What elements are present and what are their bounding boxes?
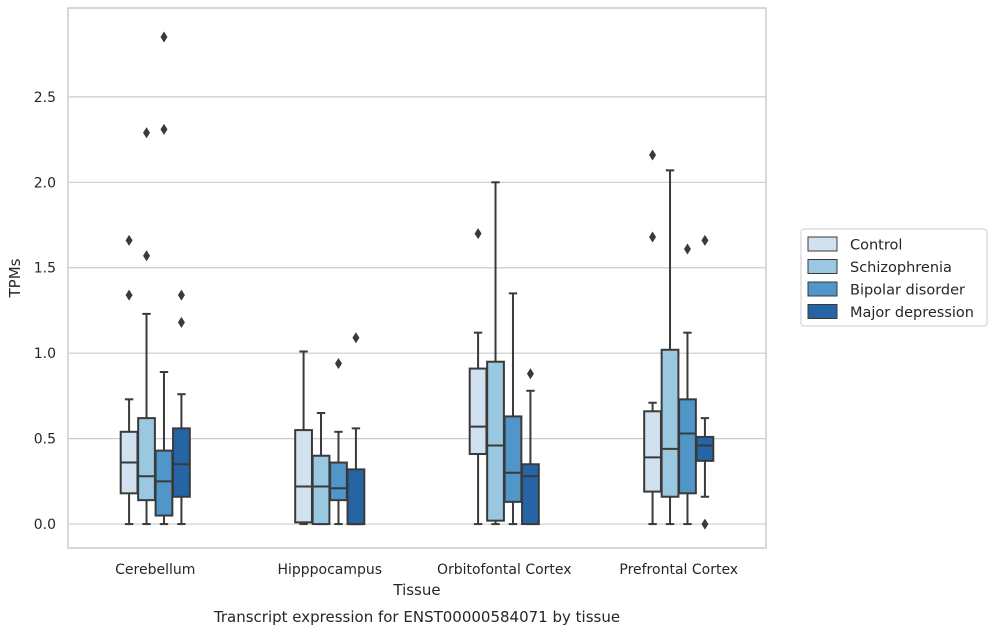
outlier-point xyxy=(474,228,482,240)
box-group xyxy=(329,357,348,526)
box-group xyxy=(695,234,715,530)
box-group xyxy=(154,31,174,526)
box xyxy=(521,463,540,526)
outlier-point xyxy=(334,357,342,369)
legend-label: Schizophrenia xyxy=(850,260,952,276)
legend-swatch xyxy=(807,236,838,252)
legend-label: Bipolar disorder xyxy=(850,283,965,299)
box xyxy=(486,360,505,522)
box-group xyxy=(643,149,662,526)
box xyxy=(468,367,488,456)
outlier-point xyxy=(143,250,151,262)
box-group xyxy=(486,181,505,526)
box xyxy=(346,468,366,526)
box xyxy=(154,449,174,517)
x-tick-label: Prefrontal Cortex xyxy=(619,562,738,578)
legend-label: Control xyxy=(850,238,902,254)
box-group xyxy=(503,292,523,526)
outlier-point xyxy=(526,368,534,380)
box-group xyxy=(346,332,366,526)
y-tick-label: 0.0 xyxy=(34,517,56,533)
box-group xyxy=(311,412,331,526)
box-group xyxy=(137,127,156,526)
x-axis-label: Tissue xyxy=(392,581,440,599)
boxes xyxy=(119,31,715,530)
legend: Control Schizophrenia Bipolar disorder Majo… xyxy=(800,228,988,327)
y-tick-label: 0.5 xyxy=(34,432,56,448)
box-group xyxy=(468,228,488,526)
outlier-point xyxy=(125,234,133,246)
box-group xyxy=(172,289,191,526)
outlier-point xyxy=(125,289,133,301)
box-group xyxy=(294,350,313,526)
box xyxy=(329,461,348,502)
outlier-point xyxy=(683,243,691,255)
outlier-point xyxy=(177,316,185,328)
box xyxy=(643,410,662,493)
box-group xyxy=(521,368,540,526)
tick-labels: 0.0 0.5 1.0 1.5 2.0 2.5 Cerebellum Hipppocampus… xyxy=(34,90,738,578)
outlier-point xyxy=(649,149,657,161)
legend-swatch xyxy=(807,281,838,297)
legend-swatch xyxy=(807,304,838,319)
legend-swatch xyxy=(807,259,838,274)
box xyxy=(678,398,697,495)
y-tick-label: 2.0 xyxy=(34,175,56,191)
outlier-point xyxy=(649,231,657,243)
x-tick-label: Orbitofontal Cortex xyxy=(437,562,572,578)
outlier-point xyxy=(701,234,709,246)
y-axis-label: TPMs xyxy=(6,258,24,298)
box xyxy=(660,348,680,498)
y-tick-label: 2.5 xyxy=(34,90,56,106)
outlier-point xyxy=(701,518,709,530)
box xyxy=(695,435,715,462)
plot-frame xyxy=(67,7,767,549)
y-tick-label: 1.0 xyxy=(34,346,56,362)
box-group xyxy=(660,169,680,526)
box-group xyxy=(119,234,139,526)
box xyxy=(137,417,156,502)
outlier-point xyxy=(160,123,168,135)
box xyxy=(311,454,331,526)
outlier-point xyxy=(160,31,168,43)
box xyxy=(294,429,313,524)
outlier-point xyxy=(143,127,151,139)
legend-frame xyxy=(800,228,988,327)
figure-caption: Transcript expression for ENST0000058407… xyxy=(213,608,620,626)
outlier-point xyxy=(352,332,360,344)
box xyxy=(172,427,191,498)
legend-label: Major depression xyxy=(850,305,974,321)
y-tick-label: 1.5 xyxy=(34,261,56,277)
box xyxy=(503,415,523,503)
outlier-point xyxy=(177,289,185,301)
box-group xyxy=(678,243,697,526)
x-tick-label: Cerebellum xyxy=(115,562,195,578)
x-tick-label: Hipppocampus xyxy=(277,562,382,578)
